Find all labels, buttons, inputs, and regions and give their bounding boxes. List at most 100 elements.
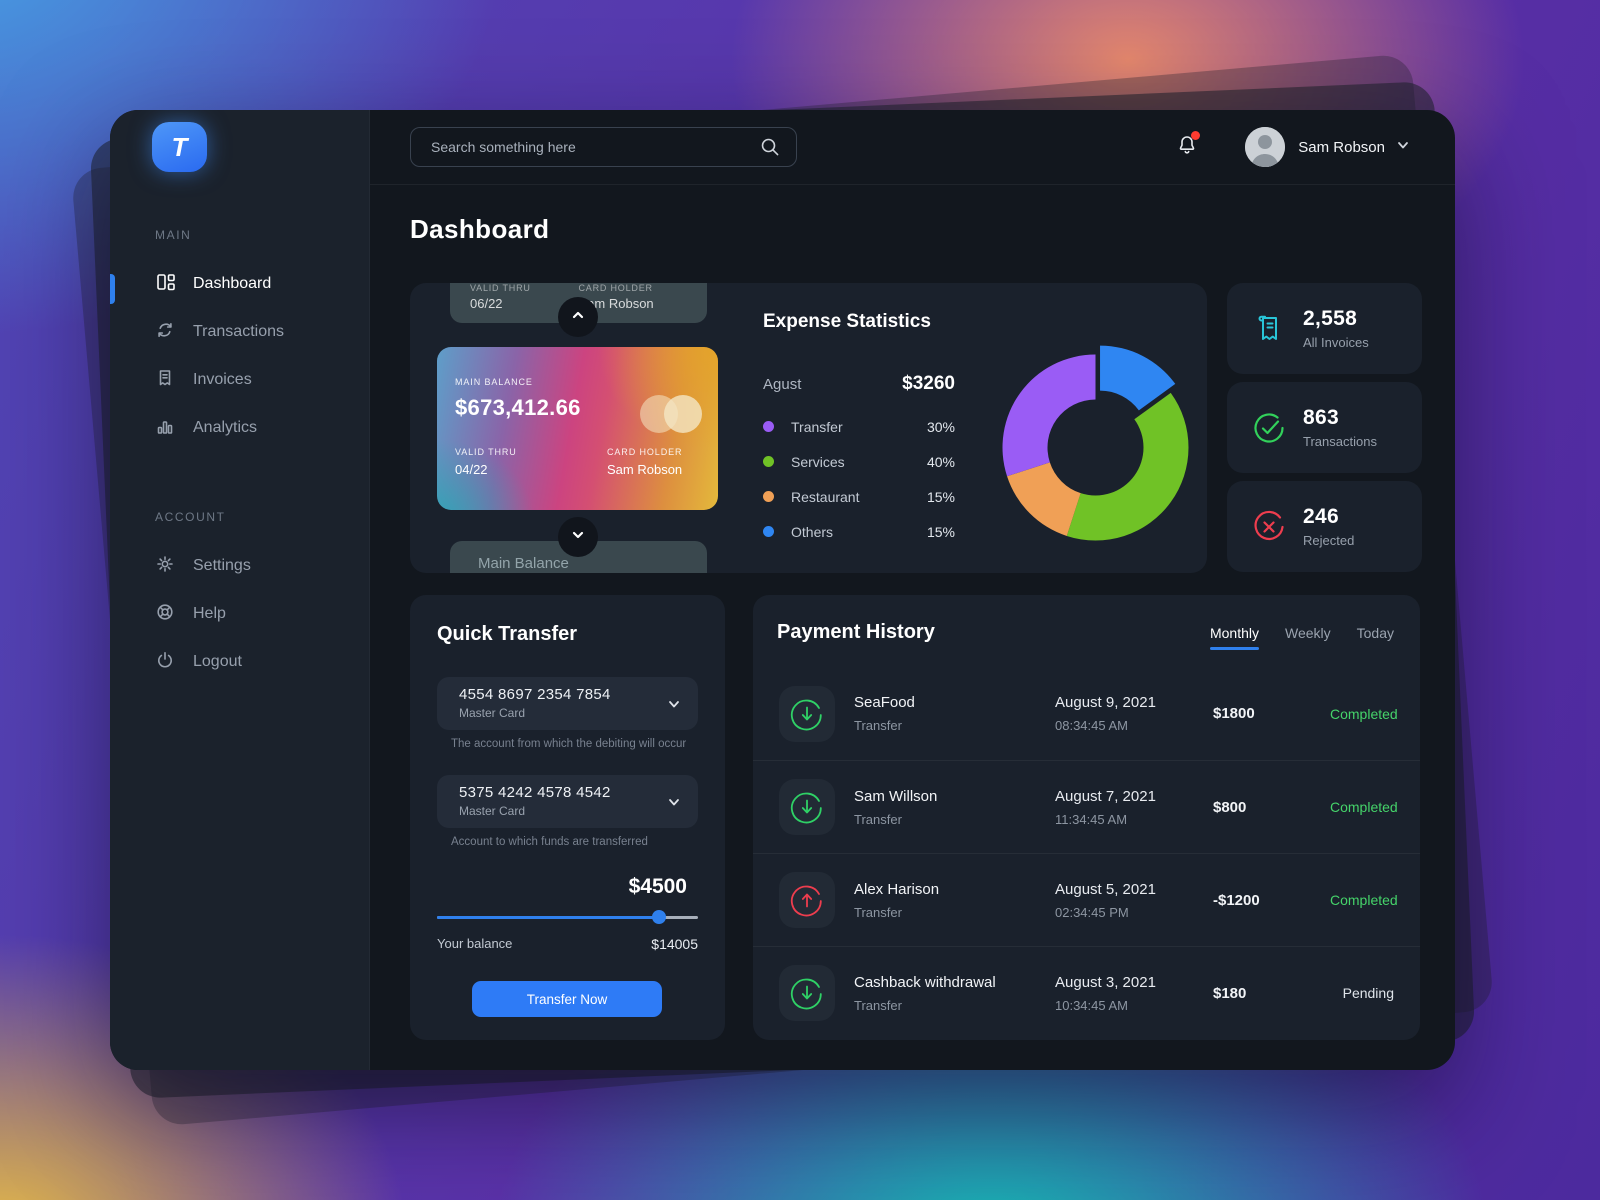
main-balance-label: MAIN BALANCE bbox=[455, 377, 533, 387]
payee-name: Alex Harison bbox=[854, 880, 940, 898]
stat-value: 246 bbox=[1303, 505, 1339, 528]
arrow-down-circle-icon bbox=[779, 965, 835, 1021]
sidebar-item-settings[interactable]: Settings bbox=[110, 542, 369, 590]
transfer-now-button[interactable]: Transfer Now bbox=[472, 981, 662, 1017]
stat-card-rejected[interactable]: 246 Rejected bbox=[1227, 481, 1422, 572]
payment-status: Completed bbox=[1330, 799, 1398, 815]
donut-slice-restaurant bbox=[1007, 462, 1081, 536]
notification-dot bbox=[1191, 130, 1201, 140]
valid-thru-value: 04/22 bbox=[455, 462, 488, 477]
payment-history-title: Payment History bbox=[777, 621, 935, 643]
legend-item: Others 15% bbox=[763, 514, 955, 549]
donut-slice-services bbox=[1066, 392, 1189, 541]
expense-month-total: $3260 bbox=[902, 373, 955, 394]
payment-row[interactable]: Sam Willson Transfer August 7, 2021 11:34:… bbox=[753, 760, 1420, 853]
donut-slice-transfer bbox=[1002, 354, 1096, 477]
payee-name: Cashback withdrawal bbox=[854, 973, 996, 991]
sidebar-item-help[interactable]: Help bbox=[110, 590, 369, 638]
app-logo[interactable]: T bbox=[152, 122, 207, 172]
amount-slider[interactable] bbox=[437, 910, 698, 924]
sidebar-item-logout[interactable]: Logout bbox=[110, 638, 369, 686]
legend-label: Transfer bbox=[791, 418, 843, 435]
legend-label: Services bbox=[791, 453, 845, 470]
from-account-number: 4554 8697 2354 7854 bbox=[459, 686, 611, 703]
stat-label: All Invoices bbox=[1303, 335, 1369, 350]
user-name[interactable]: Sam Robson bbox=[1298, 138, 1385, 156]
x-circle-icon bbox=[1251, 509, 1289, 545]
payment-row[interactable]: Alex Harison Transfer August 5, 2021 02:34… bbox=[753, 853, 1420, 946]
payment-history-header: Payment History Monthly Weekly Today bbox=[777, 621, 1394, 650]
main-balance-card[interactable]: MAIN BALANCE $673,412.66 VALID THRU 04/2… bbox=[437, 347, 718, 510]
sidebar-item-label: Dashboard bbox=[193, 275, 272, 292]
legend-item: Restaurant 15% bbox=[763, 479, 955, 514]
payment-type: Transfer bbox=[854, 811, 902, 827]
card-holder-label: CARD HOLDER bbox=[607, 447, 683, 457]
chevron-down-icon[interactable] bbox=[1395, 137, 1411, 158]
legend-dot-restaurant bbox=[763, 491, 774, 502]
sidebar-item-label: Help bbox=[193, 605, 226, 622]
balance-label: Your balance bbox=[437, 936, 513, 951]
invoices-icon bbox=[155, 368, 175, 393]
quick-transfer-panel: Quick Transfer 4554 8697 2354 7854 Maste… bbox=[410, 595, 725, 1040]
sidebar-item-invoices[interactable]: Invoices bbox=[110, 356, 369, 404]
sidebar-item-label: Logout bbox=[193, 653, 242, 670]
search-bar bbox=[410, 127, 797, 167]
tab-weekly[interactable]: Weekly bbox=[1284, 625, 1331, 641]
stats-column: 2,558 All Invoices 863 Transactions 246 … bbox=[1227, 283, 1422, 572]
tab-monthly[interactable]: Monthly bbox=[1209, 625, 1260, 650]
payee-name: SeaFood bbox=[854, 694, 915, 711]
valid-thru-value: 06/22 bbox=[470, 296, 503, 311]
slider-fill bbox=[437, 916, 659, 919]
legend-label: Others bbox=[791, 523, 834, 540]
sidebar-item-analytics[interactable]: Analytics bbox=[110, 404, 369, 452]
payment-row[interactable]: Cashback withdrawal Transfer August 3, 20… bbox=[753, 946, 1420, 1039]
donut-slice-others bbox=[1100, 345, 1176, 411]
sidebar-section-main: MAIN bbox=[155, 228, 192, 242]
main-nav: Dashboard Transactions Invoices Analytic… bbox=[110, 260, 369, 452]
card-holder-value: Sam Robson bbox=[607, 462, 683, 477]
card-holder-value: Sam Robson bbox=[578, 296, 654, 311]
legend-dot-others bbox=[763, 526, 774, 537]
legend-item: Transfer 30% bbox=[763, 409, 955, 444]
payment-row[interactable]: SeaFood Transfer August 9, 2021 08:34:45 A… bbox=[753, 667, 1420, 760]
slider-thumb[interactable] bbox=[651, 910, 666, 924]
tab-today[interactable]: Today bbox=[1356, 625, 1394, 641]
notifications-bell-icon[interactable] bbox=[1175, 130, 1201, 162]
search-icon[interactable] bbox=[759, 136, 781, 163]
stat-value: 863 bbox=[1303, 406, 1339, 429]
user-avatar[interactable] bbox=[1245, 127, 1286, 167]
expense-month: Agust bbox=[763, 376, 802, 393]
payment-history-tabs: Monthly Weekly Today bbox=[1209, 621, 1394, 650]
payment-time: 08:34:45 AM bbox=[1055, 718, 1128, 733]
chevron-down-icon bbox=[666, 696, 682, 717]
stat-label: Rejected bbox=[1303, 533, 1355, 548]
quick-transfer-title: Quick Transfer bbox=[437, 623, 578, 645]
dashboard-icon bbox=[155, 272, 175, 297]
payee-name: Sam Willson bbox=[854, 787, 938, 805]
card-carousel-down-button[interactable] bbox=[558, 517, 598, 557]
transactions-icon bbox=[155, 320, 175, 345]
sidebar-item-dashboard[interactable]: Dashboard bbox=[110, 260, 369, 308]
sidebar-item-label: Transactions bbox=[193, 323, 284, 340]
payment-status: Pending bbox=[1342, 985, 1394, 1001]
stat-card-invoices[interactable]: 2,558 All Invoices bbox=[1227, 283, 1422, 374]
legend-pct: 30% bbox=[926, 418, 955, 435]
main-balance-value: $673,412.66 bbox=[455, 395, 581, 420]
arrow-down-circle-icon bbox=[779, 685, 835, 742]
sidebar-item-label: Analytics bbox=[193, 419, 258, 436]
sidebar-item-transactions[interactable]: Transactions bbox=[110, 308, 369, 356]
power-icon bbox=[155, 650, 175, 675]
topbar: Sam Robson bbox=[370, 110, 1455, 185]
from-account-select[interactable]: 4554 8697 2354 7854 Master Card bbox=[437, 677, 698, 730]
stat-card-transactions[interactable]: 863 Transactions bbox=[1227, 382, 1422, 473]
payment-status: Completed bbox=[1330, 892, 1398, 908]
legend-label: Restaurant bbox=[791, 488, 860, 505]
to-account-select[interactable]: 5375 4242 4578 4542 Master Card bbox=[437, 775, 698, 828]
payment-amount: $800 bbox=[1213, 798, 1247, 816]
check-circle-icon bbox=[1251, 410, 1289, 446]
search-input[interactable] bbox=[410, 127, 797, 167]
card-carousel-up-button[interactable] bbox=[558, 297, 598, 337]
payment-type: Transfer bbox=[854, 904, 902, 920]
to-account-number: 5375 4242 4578 4542 bbox=[459, 784, 611, 801]
